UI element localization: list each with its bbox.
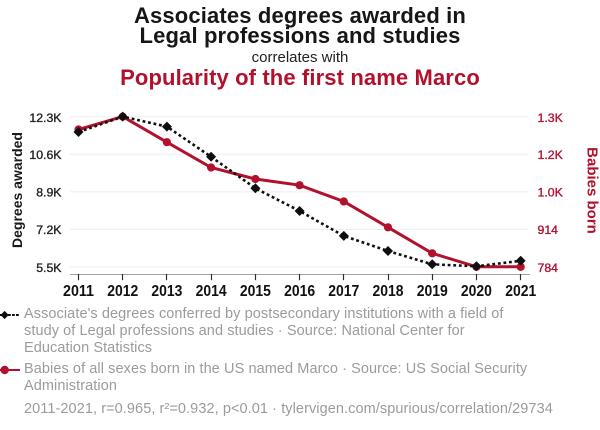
svg-text:7.2K: 7.2K bbox=[36, 223, 62, 237]
svg-text:914: 914 bbox=[538, 223, 559, 237]
svg-text:Babies born: Babies born bbox=[584, 147, 600, 234]
svg-text:Degrees awarded: Degrees awarded bbox=[9, 132, 25, 248]
svg-text:2011: 2011 bbox=[63, 283, 94, 300]
svg-text:2012: 2012 bbox=[107, 283, 138, 300]
svg-text:2017: 2017 bbox=[328, 283, 359, 300]
svg-text:2018: 2018 bbox=[373, 283, 404, 300]
svg-text:1.0K: 1.0K bbox=[538, 186, 564, 200]
svg-text:2020: 2020 bbox=[461, 283, 492, 300]
svg-text:2014: 2014 bbox=[196, 283, 227, 300]
svg-text:1.3K: 1.3K bbox=[538, 111, 564, 125]
svg-text:2019: 2019 bbox=[417, 283, 448, 300]
svg-text:12.3K: 12.3K bbox=[29, 111, 62, 125]
svg-text:10.6K: 10.6K bbox=[29, 148, 62, 162]
svg-text:784: 784 bbox=[538, 261, 559, 275]
svg-text:1.2K: 1.2K bbox=[538, 148, 564, 162]
svg-text:2021: 2021 bbox=[505, 283, 536, 300]
svg-text:5.5K: 5.5K bbox=[36, 261, 62, 275]
svg-text:2016: 2016 bbox=[284, 283, 315, 300]
svg-text:8.9K: 8.9K bbox=[36, 186, 62, 200]
svg-text:2015: 2015 bbox=[240, 283, 271, 300]
svg-text:2013: 2013 bbox=[151, 283, 182, 300]
